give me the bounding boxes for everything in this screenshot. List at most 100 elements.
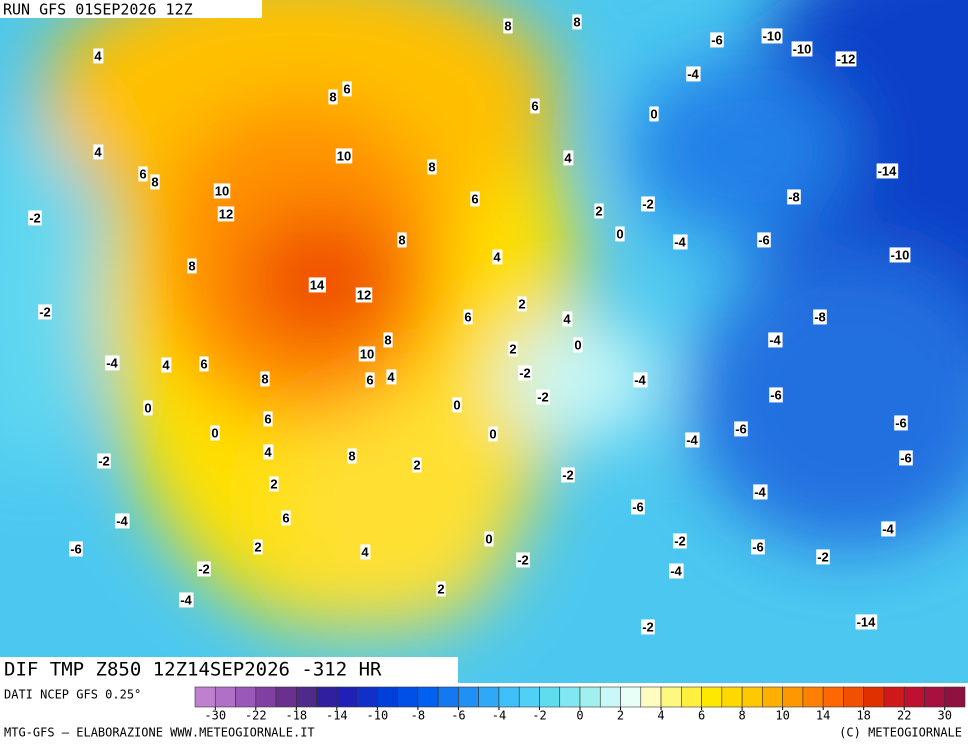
contour-label-box: [561, 467, 575, 483]
contour-label-box: [492, 249, 503, 265]
contour-label-box: [412, 457, 422, 473]
contour-label-box: [217, 206, 235, 222]
contour-label: 2: [595, 203, 602, 218]
contour-label-box: [894, 415, 908, 431]
colorbar-tick-label: -18: [285, 709, 307, 723]
contour-label: -2: [98, 453, 110, 468]
contour-label-box: [518, 365, 532, 381]
run-box: [0, 0, 262, 18]
contour-label-box: [536, 389, 550, 405]
contour-label-box: [383, 332, 393, 348]
contour-label-box: [269, 476, 279, 492]
contour-label: 6: [366, 372, 373, 387]
contour-label: -4: [670, 563, 682, 578]
contour-label-box: [484, 531, 494, 547]
colorbar-swatch: [397, 686, 419, 708]
contour-label-box: [787, 189, 801, 205]
contour-label-box: [876, 163, 899, 179]
contour-label: -2: [817, 549, 829, 564]
colorbar-tick-label: -30: [204, 709, 226, 723]
colorbar-swatch: [741, 686, 763, 708]
colorbar-swatch: [539, 686, 561, 708]
contour-label: 4: [387, 369, 395, 384]
contour-label: 2: [509, 341, 516, 356]
colorbar-tick-label: -6: [451, 709, 465, 723]
contour-label-box: [197, 561, 211, 577]
contour-label-box: [97, 453, 111, 469]
contour-label-box: [199, 356, 209, 372]
contour-label: 0: [489, 426, 496, 441]
contour-label-box: [28, 210, 42, 226]
contour-label-box: [517, 296, 527, 312]
contour-label: 4: [564, 150, 572, 165]
title-box: [0, 657, 458, 683]
colorbar-tick-label: 4: [657, 709, 664, 723]
colorbar-swatch: [843, 686, 864, 708]
colorbar-tick-label: -10: [367, 709, 389, 723]
contour-label-box: [328, 89, 338, 105]
contour-label-box: [516, 552, 530, 568]
run-label: RUN GFS 01SEP2026 12Z: [3, 1, 193, 19]
colorbar-swatch: [782, 686, 804, 708]
contour-label-box: [263, 444, 274, 460]
contour-label: -6: [900, 450, 912, 465]
contour-label: -8: [814, 309, 826, 324]
colorbar-swatch: [377, 686, 398, 708]
contour-label-box: [263, 411, 273, 427]
contour-label: -4: [180, 592, 192, 607]
colorbar-swatch: [721, 686, 743, 708]
contour-label: -2: [198, 561, 210, 576]
contour-label-box: [213, 183, 231, 199]
contour-label-box: [187, 258, 197, 274]
contour-label: -4: [769, 332, 781, 347]
contour-label: -2: [562, 467, 574, 482]
contour-label-box: [360, 544, 371, 560]
contour-label: -2: [642, 196, 654, 211]
contour-label-box: [710, 32, 724, 48]
contour-label: -6: [770, 387, 782, 402]
map-field: [0, 0, 968, 683]
contour-label-box: [463, 309, 473, 325]
contour-label-box: [427, 159, 437, 175]
contour-label-box: [93, 48, 104, 64]
contour-label: 8: [329, 89, 336, 104]
contour-label-box: [649, 106, 659, 122]
contour-label-box: [179, 592, 194, 608]
colorbar-swatch: [681, 686, 702, 708]
contour-label: 4: [162, 357, 170, 372]
contour-label: -6: [758, 232, 770, 247]
contour-label: 0: [144, 400, 151, 415]
contour-label: 6: [282, 510, 289, 525]
contour-label: 6: [264, 411, 271, 426]
contour-label: 0: [650, 106, 657, 121]
contour-label: 8: [188, 258, 195, 273]
contour-label-box: [138, 166, 148, 182]
colorbar-swatch: [924, 686, 946, 708]
contour-label: -12: [837, 51, 856, 66]
colorbar-swatch: [356, 686, 378, 708]
colorbar-tick-label: 30: [938, 709, 952, 723]
contour-label: 8: [384, 332, 391, 347]
contour-label-box: [115, 513, 130, 529]
contour-label: -8: [788, 189, 800, 204]
contour-label-box: [631, 499, 645, 515]
contour-label: -4: [687, 66, 699, 81]
contour-label: 8: [261, 371, 268, 386]
contour-label: -4: [754, 484, 766, 499]
contour-label-box: [757, 232, 771, 248]
contour-label-box: [881, 521, 896, 537]
contour-label-box: [813, 309, 827, 325]
colorbar-tick-label: 0: [576, 709, 583, 723]
contour-label-box: [816, 549, 830, 565]
contour-label-box: [503, 18, 513, 34]
contour-label-box: [161, 357, 172, 373]
colorbar-swatch: [417, 686, 439, 708]
colorbar-swatch: [660, 686, 682, 708]
contour-label-box: [594, 203, 604, 219]
contour-label: -6: [632, 499, 644, 514]
contour-label: 0: [453, 397, 460, 412]
contour-label: 0: [574, 337, 581, 352]
colorbar-tick-label: -22: [245, 709, 267, 723]
contour-label-box: [105, 355, 120, 371]
contour-label: 0: [211, 425, 218, 440]
